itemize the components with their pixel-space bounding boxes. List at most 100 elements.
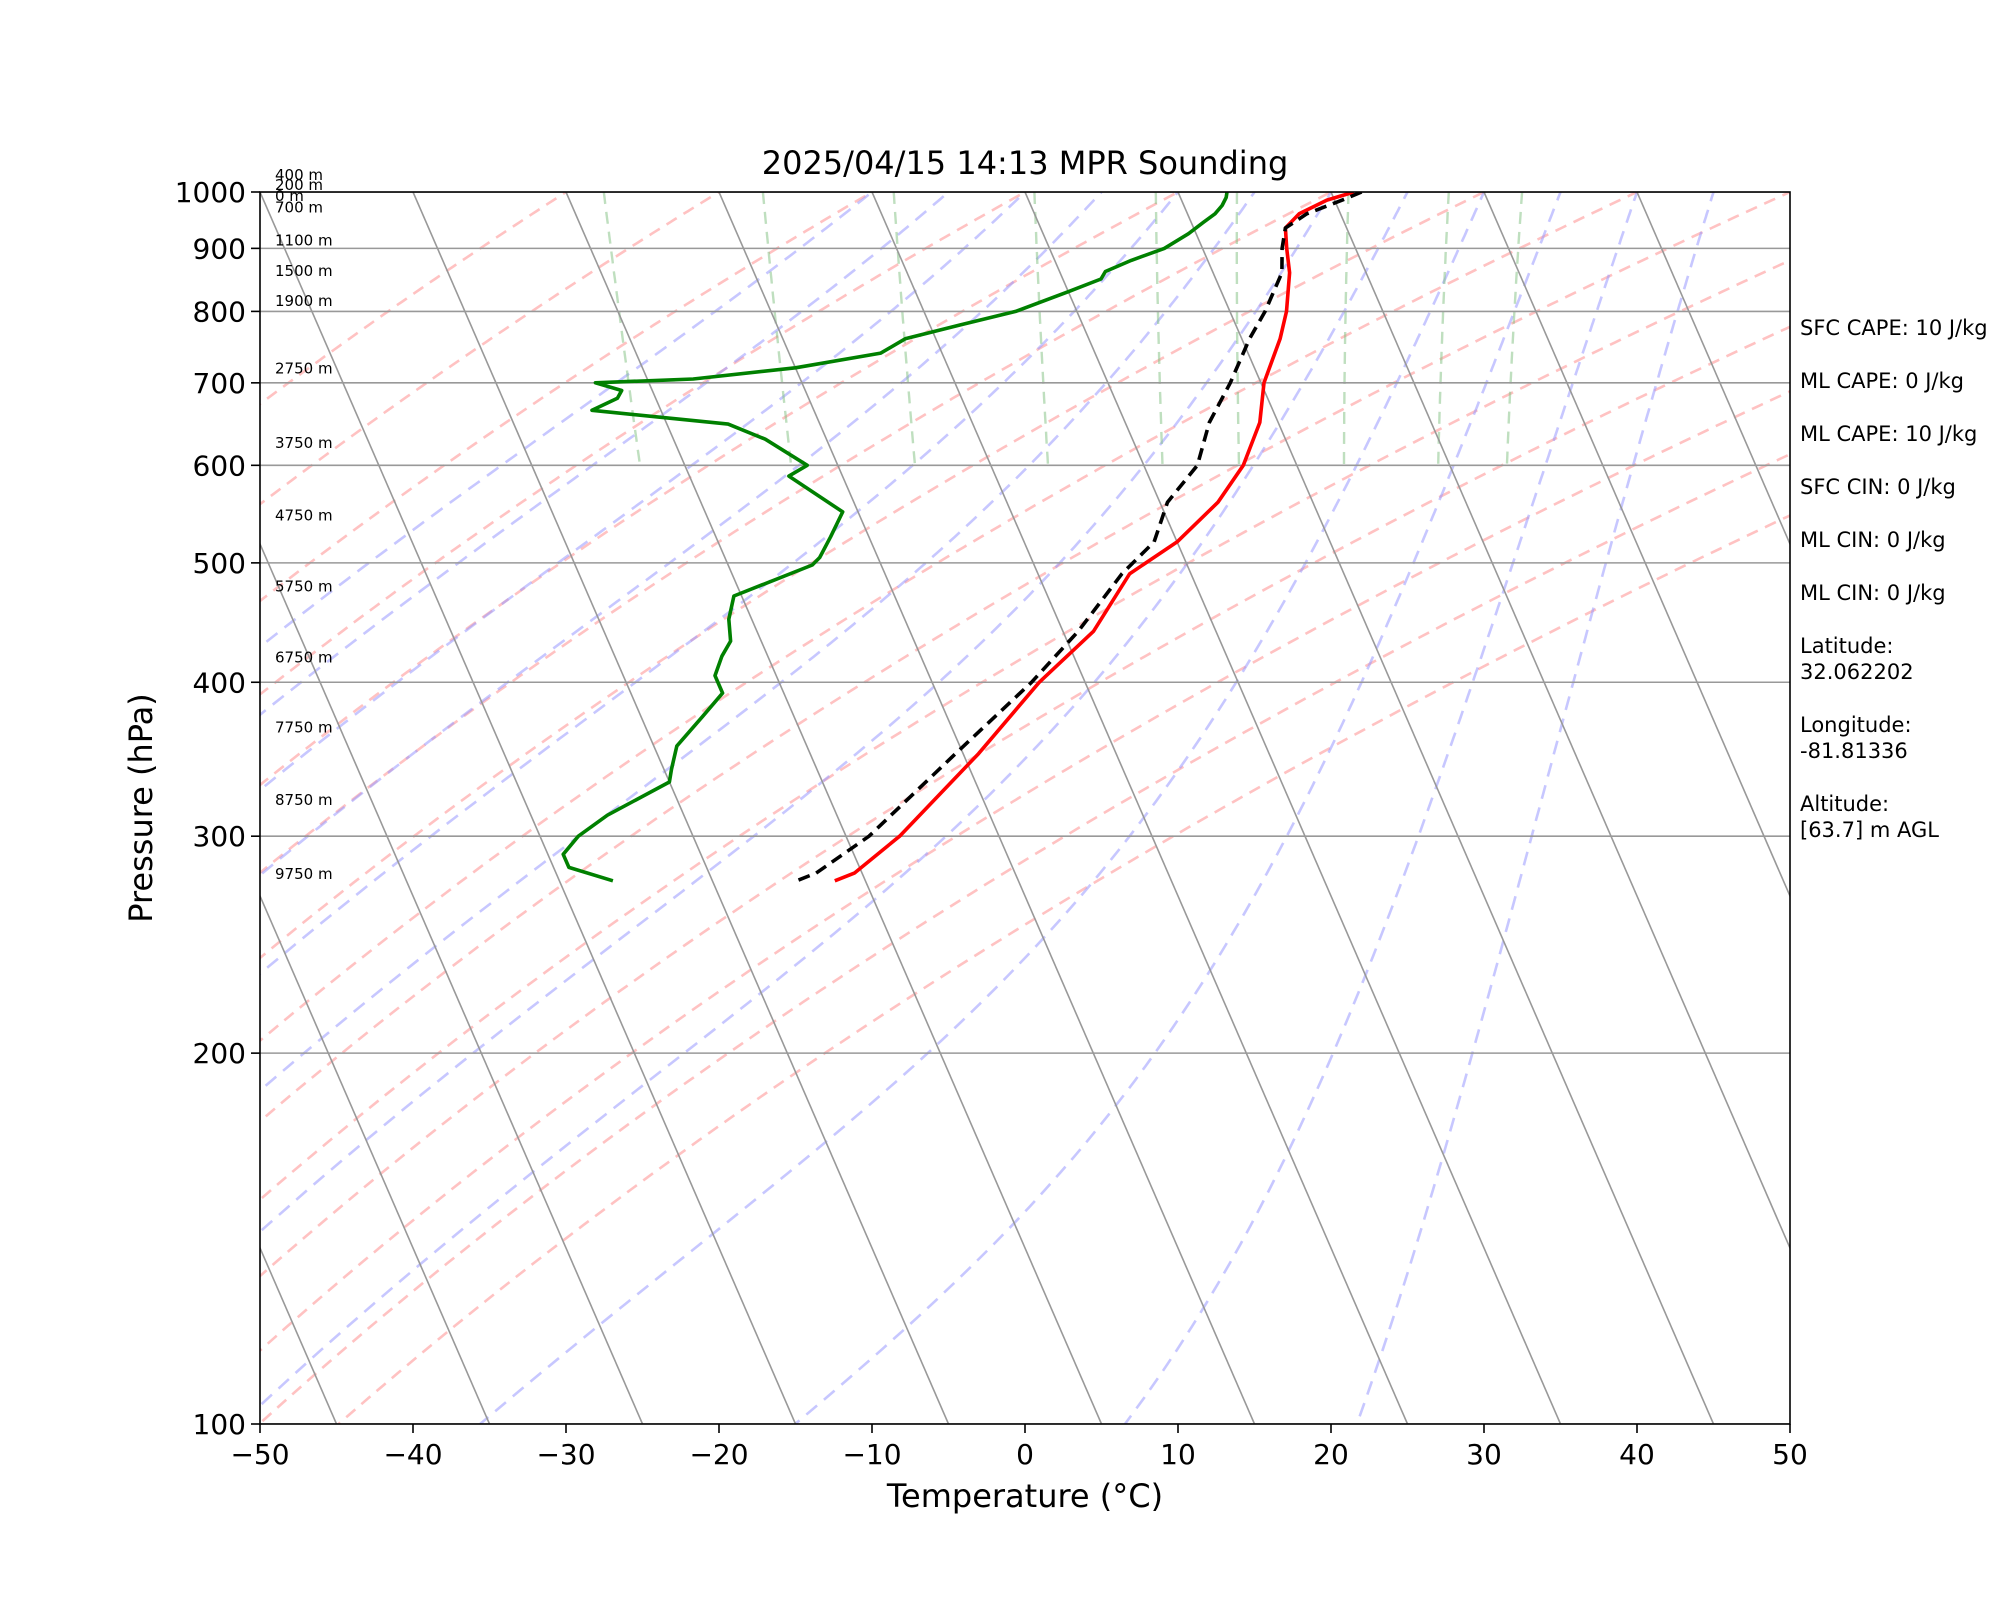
moist-adiabat — [260, 192, 1180, 976]
altitude: Altitude: [63.7] m AGL — [1800, 791, 2000, 843]
longitude: Longitude: -81.81336 — [1800, 712, 2000, 764]
height-label: 9750 m — [275, 865, 333, 883]
moist-adiabat — [794, 192, 1562, 1424]
height-label: 2750 m — [275, 360, 333, 378]
height-label: 4750 m — [275, 507, 333, 525]
height-label: 3750 m — [275, 434, 333, 452]
moist-adiabat — [260, 192, 875, 649]
ml-cin-1: ML CIN: 0 J/kg — [1800, 528, 1946, 552]
height-label: 1100 m — [275, 231, 333, 249]
plot-frame — [259, 191, 1791, 1425]
sfc-cin: SFC CIN: 0 J/kg — [1800, 475, 1956, 499]
y-tick-label: 300 — [193, 820, 246, 853]
x-tick-label: 50 — [1772, 1438, 1808, 1471]
dry-adiabat — [260, 325, 1790, 1278]
isotherm — [1636, 192, 1790, 547]
dry-adiabat — [260, 192, 1487, 960]
mixing-ratio-line — [1342, 192, 1350, 466]
x-axis: −50 −40 −30 −20 −10 0 10 20 30 40 50 — [230, 1424, 1808, 1471]
moist-adiabat — [260, 192, 1027, 792]
isotherm — [0, 192, 31, 1424]
x-tick-label: −50 — [230, 1438, 289, 1471]
mixing-ratio-line — [1437, 192, 1450, 466]
sfc-cape: SFC CAPE: 10 J/kg — [1800, 316, 1988, 340]
y-tick-label: 400 — [193, 666, 246, 699]
isotherm — [260, 893, 491, 1424]
x-tick-label: 0 — [1016, 1438, 1034, 1471]
moist-adiabat — [260, 192, 1409, 1408]
latitude-value: 32.062202 — [1800, 660, 1914, 684]
dry-adiabat — [260, 192, 569, 406]
ml-cape-2: ML CAPE: 10 J/kg — [1800, 422, 1978, 446]
dry-adiabat — [260, 192, 1790, 1123]
y-tick-label: 100 — [193, 1408, 246, 1441]
latitude-label: Latitude: — [1800, 634, 1894, 658]
isotherm — [565, 192, 1103, 1424]
x-tick-label: −10 — [842, 1438, 901, 1471]
y-tick-label: 200 — [193, 1037, 246, 1070]
height-labels: 9750 m 8750 m 7750 m 6750 m 5750 m 4750 m 3750… — [275, 166, 333, 883]
mixing-ratio-line — [1154, 192, 1164, 466]
x-tick-label: 10 — [1160, 1438, 1196, 1471]
height-label: 7750 m — [275, 719, 333, 737]
isotherm — [1024, 192, 1562, 1424]
ml-cin-2: ML CIN: 0 J/kg — [1800, 581, 1946, 605]
mixing-ratio-line — [602, 192, 642, 466]
isotherm — [718, 192, 1256, 1424]
moist-adiabat — [260, 192, 1333, 1234]
x-tick-label: −40 — [383, 1438, 442, 1471]
sounding-traces — [561, 192, 1363, 883]
isotherm — [871, 192, 1409, 1424]
altitude-label: Altitude: — [1800, 792, 1890, 816]
dewpoint-trace — [561, 192, 1229, 883]
height-label: 0 m — [275, 187, 304, 205]
x-axis-label: Temperature (°C) — [886, 1477, 1163, 1515]
dry-adiabat — [260, 192, 1181, 787]
ml-cape-1: ML CAPE: 0 J/kg — [1800, 369, 1965, 393]
background-lines — [0, 192, 1790, 1424]
dry-adiabat — [260, 452, 1790, 1424]
height-label: 1900 m — [275, 292, 333, 310]
height-label: 1500 m — [275, 262, 333, 280]
x-tick-label: 40 — [1619, 1438, 1655, 1471]
y-tick-label: 900 — [193, 232, 246, 265]
y-tick-label: 600 — [193, 449, 246, 482]
height-label: 400 m — [275, 166, 323, 184]
x-tick-label: 30 — [1466, 1438, 1502, 1471]
dry-adiabat — [260, 389, 1790, 1353]
y-tick-label: 800 — [193, 295, 246, 328]
moist-adiabat — [260, 192, 1104, 877]
moist-adiabat — [1355, 192, 1715, 1424]
isotherm — [1483, 192, 1790, 899]
parcel-trace — [795, 192, 1363, 883]
height-label: 8750 m — [275, 791, 333, 809]
longitude-label: Longitude: — [1800, 713, 1912, 737]
mixing-ratio-line — [1033, 192, 1050, 466]
isotherm — [1177, 192, 1715, 1424]
height-label: 5750 m — [275, 577, 333, 595]
isotherm — [260, 192, 797, 1424]
y-tick-label: 500 — [193, 547, 246, 580]
chart-title: 2025/04/15 14:13 MPR Sounding — [762, 144, 1289, 182]
dry-adiabat — [260, 192, 875, 603]
height-label: 200 m — [275, 176, 323, 194]
dry-adiabat — [260, 192, 722, 506]
dry-adiabat — [260, 192, 1334, 875]
y-tick-label: 1000 — [175, 176, 246, 209]
height-label: 6750 m — [275, 649, 333, 667]
y-tick-label: 700 — [193, 367, 246, 400]
longitude-value: -81.81336 — [1800, 739, 1908, 763]
y-axis: 100 200 300 400 500 600 700 800 900 1000 — [175, 176, 260, 1441]
sounding-info-panel: SFC CAPE: 10 J/kg ML CAPE: 0 J/kg ML CAP… — [1800, 315, 2000, 870]
moist-adiabat — [479, 192, 1486, 1424]
height-label: 700 m — [275, 199, 323, 217]
latitude: Latitude: 32.062202 — [1800, 633, 2000, 685]
altitude-value: [63.7] m AGL — [1800, 818, 1939, 842]
mixing-ratio-line — [1505, 192, 1524, 466]
dry-adiabat — [260, 192, 1641, 1043]
y-axis-label: Pressure (hPa) — [122, 693, 160, 923]
x-tick-label: −20 — [689, 1438, 748, 1471]
isotherm — [1330, 192, 1790, 1251]
dry-adiabat — [260, 258, 1790, 1202]
